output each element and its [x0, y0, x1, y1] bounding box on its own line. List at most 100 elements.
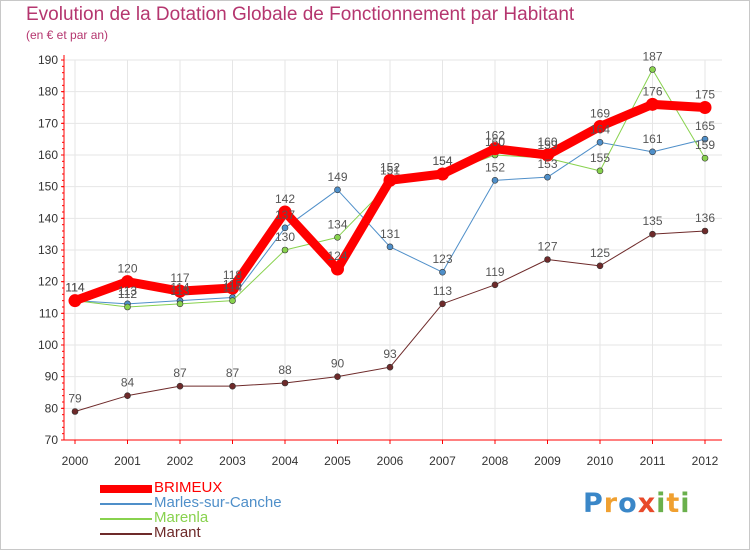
data-point — [383, 173, 397, 187]
data-label: 159 — [695, 138, 715, 152]
data-point — [281, 379, 289, 387]
data-label: 123 — [432, 252, 452, 266]
data-label: 84 — [121, 376, 135, 390]
data-point — [176, 382, 184, 390]
data-point — [281, 246, 289, 254]
x-tick-label: 2007 — [429, 454, 456, 468]
legend-label: Marles-sur-Canche — [154, 494, 282, 511]
x-tick-label: 2012 — [692, 454, 719, 468]
data-point — [593, 120, 607, 133]
data-point — [278, 205, 292, 219]
data-label: 120 — [117, 262, 137, 276]
y-tick-label: 150 — [38, 180, 58, 194]
data-label: 142 — [275, 192, 295, 206]
data-point — [596, 139, 604, 146]
logo-letter: o — [618, 488, 638, 519]
data-point — [541, 148, 554, 162]
data-label: 93 — [383, 347, 397, 361]
data-label: 114 — [65, 281, 84, 295]
data-point — [649, 66, 656, 73]
data-label: 87 — [173, 366, 187, 380]
data-label: 115 — [223, 278, 242, 292]
data-label: 114 — [65, 281, 84, 295]
x-tick-label: 2002 — [167, 454, 194, 468]
data-point — [701, 154, 709, 162]
chart-subtitle: (en € et par an) — [26, 28, 109, 42]
logo-letter: t — [666, 488, 681, 519]
data-point — [488, 142, 502, 156]
chart-title: Evolution de la Dotation Globale de Fonc… — [26, 4, 575, 25]
data-label: 176 — [642, 84, 662, 98]
y-tick-label: 90 — [45, 370, 59, 384]
data-label: 162 — [485, 129, 505, 143]
series-lines — [68, 66, 712, 415]
legend-swatch — [100, 518, 152, 520]
data-point — [176, 300, 184, 308]
data-point — [71, 408, 79, 415]
data-label: 119 — [485, 265, 504, 279]
logo-letter: x — [637, 488, 657, 519]
legend-swatch — [100, 503, 152, 505]
data-point — [491, 281, 499, 289]
data-label: 136 — [695, 211, 715, 225]
x-tick-label: 2006 — [377, 454, 404, 468]
data-label: 134 — [327, 217, 347, 231]
data-label: 164 — [590, 122, 610, 136]
data-point — [386, 243, 394, 251]
data-point — [544, 256, 551, 263]
data-point — [649, 230, 656, 238]
data-label: 154 — [432, 154, 452, 168]
data-label: 88 — [278, 363, 292, 377]
data-label: 117 — [170, 271, 189, 285]
logo-letter: r — [603, 488, 619, 519]
x-tick-label: 2000 — [62, 454, 89, 468]
data-point — [226, 281, 239, 295]
data-point — [124, 392, 131, 399]
y-tick-label: 190 — [38, 53, 58, 67]
data-label: 152 — [380, 160, 400, 174]
data-label: 137 — [275, 208, 295, 222]
data-point — [68, 294, 82, 308]
x-tick-label: 2005 — [324, 454, 351, 468]
x-tick-label: 2008 — [482, 454, 509, 468]
data-label: 154 — [432, 154, 452, 168]
data-point — [229, 297, 236, 304]
data-label: 90 — [331, 357, 345, 371]
y-tick-label: 120 — [38, 275, 58, 289]
data-point — [334, 373, 341, 380]
data-point — [281, 224, 289, 232]
x-tick-label: 2011 — [640, 454, 666, 468]
data-label: 149 — [327, 170, 347, 184]
data-label: 175 — [695, 88, 715, 102]
data-label: 160 — [537, 135, 557, 149]
x-tick-label: 2004 — [272, 454, 299, 468]
data-label: 155 — [590, 151, 610, 165]
data-label: 114 — [170, 281, 189, 295]
y-tick-label: 80 — [45, 401, 59, 415]
axes: 70 80 90 100 110 120 130 140 150 160 170 180 190 2000… — [38, 53, 722, 468]
data-point — [646, 97, 659, 111]
grid-lines — [64, 59, 722, 440]
data-point — [649, 148, 656, 156]
logo-letter: P — [583, 488, 604, 519]
data-label: 114 — [223, 281, 242, 295]
data-point — [596, 262, 604, 270]
data-label: 153 — [537, 157, 557, 171]
data-point — [439, 300, 446, 308]
y-tick-label: 160 — [38, 148, 58, 162]
data-label: 113 — [118, 284, 137, 298]
y-tick-label: 130 — [38, 243, 58, 257]
data-label: 169 — [590, 107, 610, 121]
x-tick-label: 2010 — [587, 454, 614, 468]
data-label: 161 — [642, 132, 662, 146]
y-tick-label: 110 — [39, 306, 58, 320]
y-tick-label: 100 — [38, 338, 58, 352]
data-label: 125 — [590, 246, 610, 260]
data-point — [334, 186, 341, 194]
legend-label: BRIMEUX — [154, 479, 223, 496]
data-point — [544, 173, 551, 181]
data-label: 152 — [485, 160, 505, 174]
data-label: 160 — [485, 135, 505, 149]
data-label: 187 — [642, 50, 662, 64]
